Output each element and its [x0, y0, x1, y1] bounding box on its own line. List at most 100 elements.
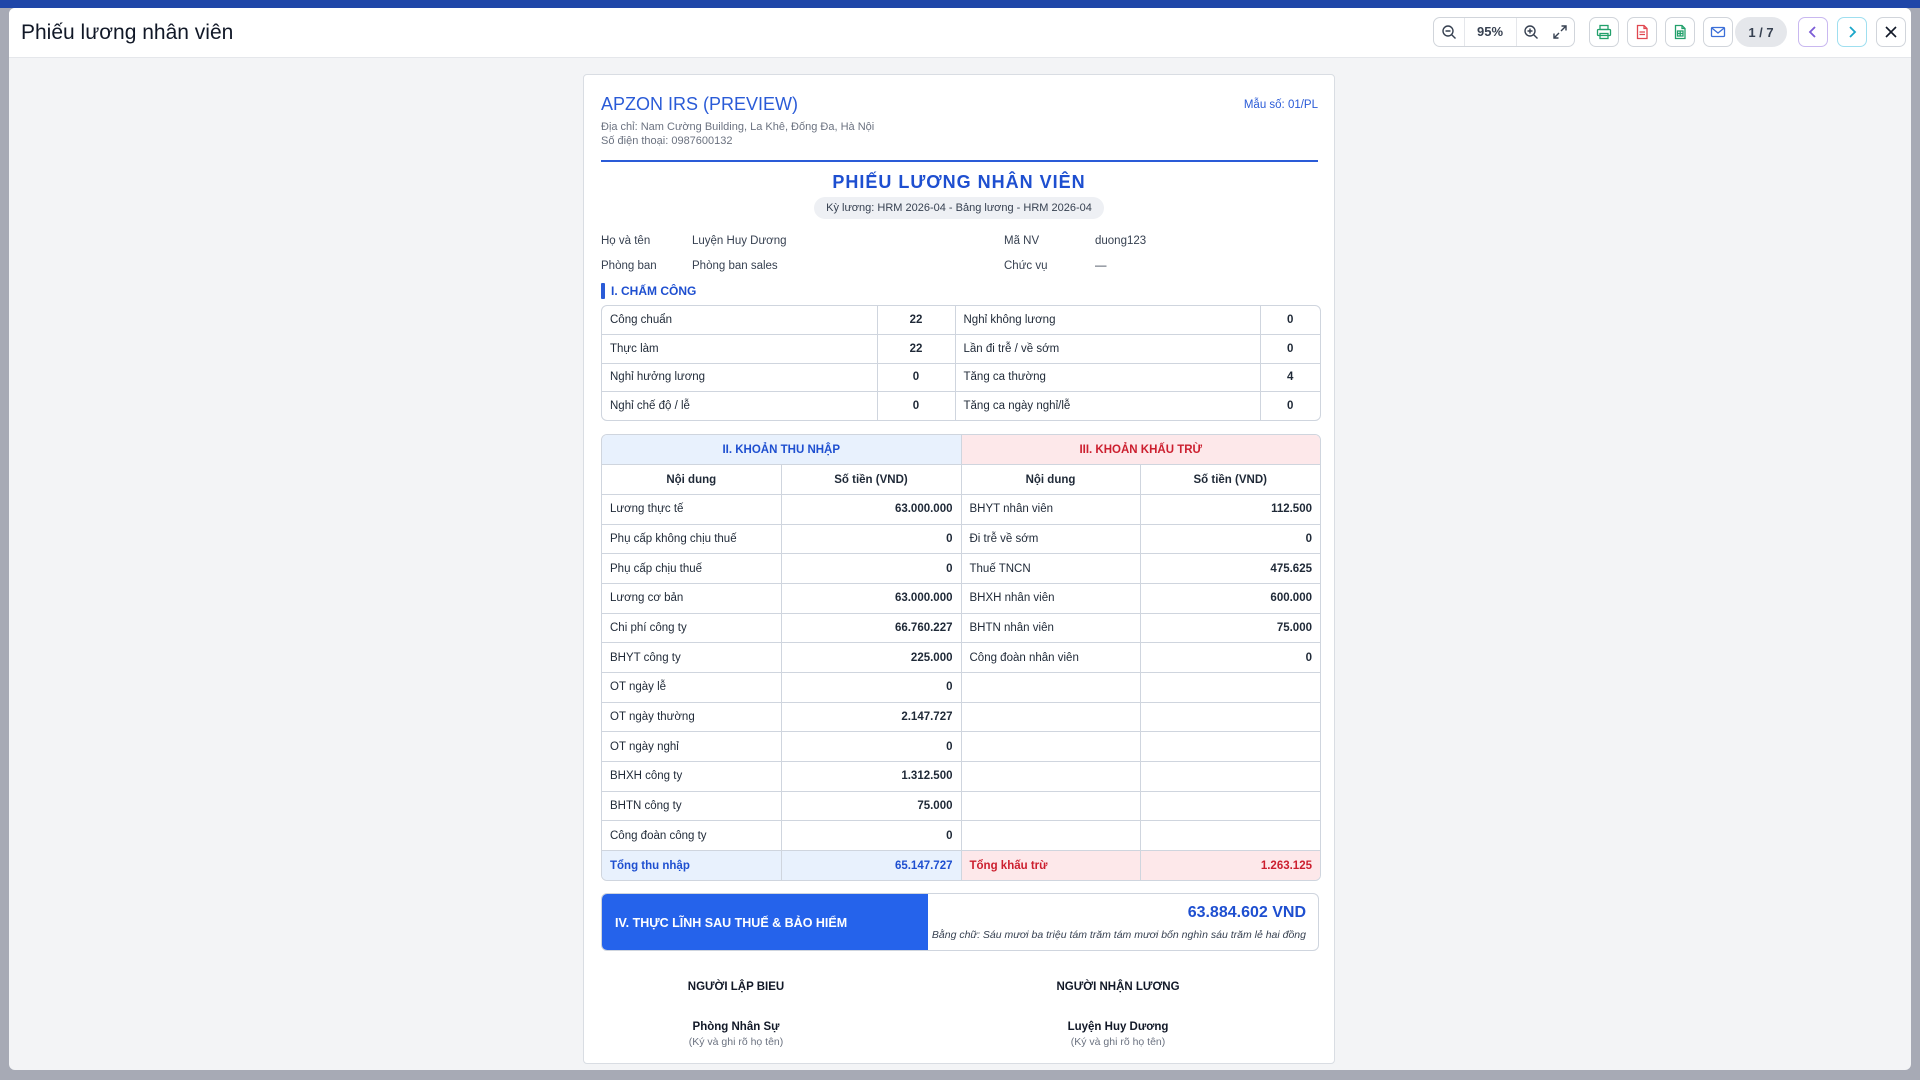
- attendance-row: Thực làm 22 Lần đi trễ / về sớm 0: [602, 334, 1320, 364]
- attendance-label: Tăng ca thường: [954, 362, 1261, 392]
- position-label: Chức vụ: [1004, 260, 1048, 272]
- deduction-item-label: Công đoàn nhân viên: [960, 642, 1141, 673]
- attendance-label: Thực làm: [602, 334, 878, 364]
- zoom-out-icon: [1442, 25, 1456, 39]
- deduction-item-amount: [1139, 790, 1320, 822]
- window-top-strip: [0, 0, 1920, 8]
- deduction-item-label: [960, 672, 1141, 703]
- column-header-amount: Số tiền (VND): [1139, 464, 1320, 495]
- deduction-item-label: [960, 820, 1141, 851]
- export-excel-button[interactable]: [1665, 17, 1695, 47]
- deduction-item-amount: 0: [1139, 642, 1320, 673]
- zoom-divider: [1464, 18, 1465, 46]
- payslip-sheet: APZON IRS (PREVIEW) Địa chỉ: Nam Cường B…: [583, 74, 1335, 1064]
- income-item-amount: 66.760.227: [780, 612, 962, 644]
- attendance-value: 0: [1259, 306, 1320, 335]
- header-divider: [601, 160, 1318, 162]
- deduction-section-title: III. KHOẢN KHẤU TRỪ: [960, 435, 1320, 466]
- zoom-level: 95%: [1476, 24, 1504, 39]
- payslip-modal: Phiếu lương nhân viên 95%: [9, 8, 1911, 1070]
- section-marker: [601, 283, 605, 299]
- fullscreen-button[interactable]: [1545, 18, 1575, 46]
- employee-name: Luyện Huy Dương: [692, 235, 787, 247]
- deduction-item-label: BHXH nhân viên: [960, 582, 1141, 614]
- payslip-title: PHIẾU LƯƠNG NHÂN VIÊN: [832, 172, 1086, 192]
- deduction-item-amount: 112.500: [1139, 493, 1320, 525]
- table-row: OT ngày lễ 0: [602, 672, 1320, 703]
- print-icon: [1596, 24, 1612, 40]
- column-header-amount: Số tiền (VND): [780, 464, 962, 495]
- company-address: Địa chỉ: Nam Cường Building, La Khê, Đốn…: [601, 121, 875, 133]
- excel-icon: [1674, 24, 1686, 40]
- attendance-section-heading: I. CHẤM CÔNG: [601, 283, 696, 299]
- previous-page-button[interactable]: [1798, 17, 1828, 47]
- net-pay-title: IV. THỰC LĨNH SAU THUẾ & BẢO HIỂM: [602, 894, 928, 950]
- attendance-value: 0: [876, 362, 956, 392]
- total-income-label: Tổng thu nhập: [602, 850, 782, 881]
- attendance-label: Công chuẩn: [602, 306, 878, 335]
- export-pdf-button[interactable]: [1627, 17, 1657, 47]
- position-value: —: [1095, 260, 1107, 272]
- zoom-in-button[interactable]: [1516, 18, 1546, 46]
- attendance-label: Nghỉ không lương: [954, 306, 1261, 335]
- print-button[interactable]: [1589, 17, 1619, 47]
- attendance-value: 0: [876, 391, 956, 420]
- preparer-title: NGƯỜI LẬP BIEU: [687, 981, 785, 993]
- preparer-name: Phòng Nhân Sự: [692, 1021, 780, 1033]
- net-pay-box: IV. THỰC LĨNH SAU THUẾ & BẢO HIỂM 63.884…: [601, 893, 1319, 951]
- income-item-amount: 0: [780, 820, 962, 851]
- income-deduction-table: II. KHOẢN THU NHẬP III. KHOẢN KHẤU TRỪ N…: [601, 434, 1321, 882]
- attendance-value: 0: [1259, 391, 1320, 420]
- preparer-note: (Ký và ghi rõ họ tên): [688, 1036, 784, 1048]
- deduction-item-label: BHYT nhân viên: [960, 493, 1141, 525]
- employee-id: duong123: [1095, 235, 1147, 247]
- attendance-row: Công chuẩn 22 Nghỉ không lương 0: [602, 306, 1320, 335]
- income-item-label: BHYT công ty: [602, 642, 782, 673]
- department-label: Phòng ban: [601, 260, 657, 272]
- deduction-item-amount: [1139, 672, 1320, 703]
- attendance-table: Công chuẩn 22 Nghỉ không lương 0 Thực làm 22 L…: [601, 305, 1321, 421]
- fullscreen-icon: [1553, 25, 1567, 39]
- table-row: Lương cơ bản 63.000.000 BHXH nhân viên 600.…: [602, 582, 1320, 614]
- attendance-value: 4: [1259, 362, 1320, 392]
- income-item-amount: 63.000.000: [780, 582, 962, 614]
- income-item-amount: 0: [780, 553, 962, 584]
- table-row: Công đoàn công ty 0: [602, 820, 1320, 851]
- income-item-label: Công đoàn công ty: [602, 820, 782, 851]
- table-row: Phụ cấp chịu thuế 0 Thuế TNCN 475.625: [602, 553, 1320, 584]
- attendance-row: Nghỉ chế độ / lễ 0 Tăng ca ngày nghỉ/lễ 0: [602, 391, 1320, 420]
- income-item-label: OT ngày thường: [602, 701, 782, 733]
- receiver-note: (Ký và ghi rõ họ tên): [1070, 1036, 1166, 1048]
- modal-title: Phiếu lương nhân viên: [21, 21, 234, 44]
- next-page-button[interactable]: [1837, 17, 1867, 47]
- deduction-item-amount: [1139, 701, 1320, 733]
- deduction-item-label: [960, 731, 1141, 763]
- income-section-title: II. KHOẢN THU NHẬP: [602, 435, 962, 466]
- zoom-in-icon: [1524, 25, 1538, 39]
- table-row: Phụ cấp không chịu thuế 0 Đi trễ về sớm 0: [602, 523, 1320, 555]
- page-indicator: 1 / 7: [1735, 17, 1787, 47]
- chevron-left-icon: [1808, 26, 1816, 38]
- attendance-value: 22: [876, 334, 956, 364]
- company-name: APZON IRS (PREVIEW): [601, 94, 799, 114]
- table-row: OT ngày thường 2.147.727: [602, 701, 1320, 733]
- attendance-label: Lần đi trễ / về sớm: [954, 334, 1261, 364]
- form-number: Mẫu số: 01/PL: [1243, 99, 1318, 111]
- receiver-title: NGƯỜI NHẬN LƯƠNG: [1056, 981, 1180, 993]
- deduction-item-amount: 0: [1139, 523, 1320, 555]
- deduction-item-amount: [1139, 820, 1320, 851]
- send-email-button[interactable]: [1703, 17, 1733, 47]
- table-row: Chi phí công ty 66.760.227 BHTN nhân viên 7…: [602, 612, 1320, 644]
- deduction-item-label: [960, 761, 1141, 792]
- table-row: Lương thực tế 63.000.000 BHYT nhân viên 112…: [602, 493, 1320, 525]
- income-item-amount: 0: [780, 731, 962, 763]
- income-item-label: Chi phí công ty: [602, 612, 782, 644]
- attendance-value: 0: [1259, 334, 1320, 364]
- attendance-label: Nghỉ chế độ / lễ: [602, 391, 878, 420]
- close-button[interactable]: [1876, 17, 1906, 47]
- income-item-amount: 75.000: [780, 790, 962, 822]
- zoom-out-button[interactable]: [1434, 18, 1464, 46]
- income-item-label: Phụ cấp chịu thuế: [602, 553, 782, 584]
- table-row: BHTN công ty 75.000: [602, 790, 1320, 822]
- close-icon: [1885, 26, 1897, 38]
